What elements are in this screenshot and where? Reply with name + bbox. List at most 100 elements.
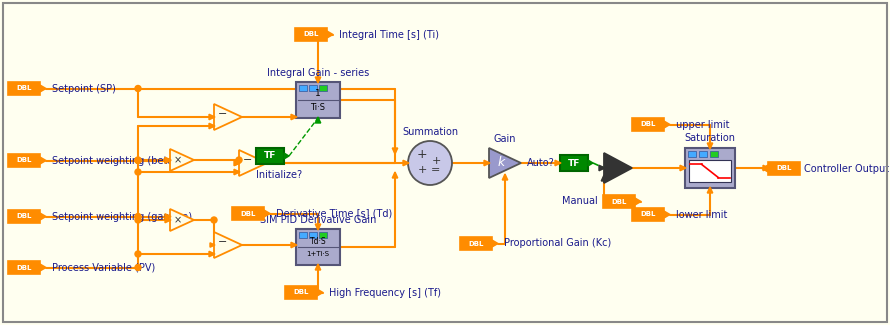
FancyBboxPatch shape: [295, 28, 327, 41]
Polygon shape: [165, 214, 171, 219]
Text: DBL: DBL: [640, 122, 656, 127]
Text: Ti·S: Ti·S: [311, 102, 326, 111]
FancyBboxPatch shape: [8, 210, 40, 223]
Polygon shape: [602, 175, 607, 181]
Polygon shape: [327, 31, 333, 38]
Polygon shape: [555, 160, 561, 166]
FancyBboxPatch shape: [232, 207, 264, 220]
FancyBboxPatch shape: [299, 232, 307, 238]
Polygon shape: [40, 213, 46, 220]
Text: −: −: [218, 237, 228, 247]
FancyBboxPatch shape: [309, 232, 317, 238]
Circle shape: [135, 251, 141, 257]
FancyBboxPatch shape: [299, 85, 307, 91]
Text: Td·S: Td·S: [310, 237, 327, 245]
FancyBboxPatch shape: [560, 155, 588, 171]
Circle shape: [135, 157, 141, 163]
Text: +: +: [432, 156, 441, 166]
Text: DBL: DBL: [240, 211, 255, 216]
Polygon shape: [214, 232, 242, 258]
Text: DBL: DBL: [303, 32, 319, 37]
Polygon shape: [209, 123, 215, 129]
FancyBboxPatch shape: [8, 154, 40, 167]
Text: ×: ×: [174, 215, 182, 225]
Polygon shape: [239, 150, 267, 176]
Circle shape: [135, 169, 141, 175]
Polygon shape: [214, 104, 242, 130]
FancyBboxPatch shape: [8, 82, 40, 95]
Polygon shape: [234, 160, 240, 166]
FancyBboxPatch shape: [319, 232, 327, 238]
Text: =: =: [432, 165, 441, 175]
Polygon shape: [165, 217, 171, 223]
FancyBboxPatch shape: [285, 286, 317, 299]
Circle shape: [236, 157, 242, 163]
Text: Proportional Gain (Kc): Proportional Gain (Kc): [504, 239, 611, 249]
Polygon shape: [317, 289, 323, 296]
Polygon shape: [588, 160, 593, 166]
Polygon shape: [291, 114, 297, 120]
Text: DBL: DBL: [468, 240, 483, 246]
FancyBboxPatch shape: [768, 162, 800, 175]
Circle shape: [211, 217, 217, 223]
Polygon shape: [762, 165, 768, 172]
FancyBboxPatch shape: [256, 148, 284, 164]
Text: DBL: DBL: [611, 199, 627, 204]
Polygon shape: [392, 172, 398, 178]
FancyBboxPatch shape: [688, 151, 696, 157]
FancyBboxPatch shape: [699, 151, 707, 157]
Text: Summation: Summation: [402, 127, 458, 137]
FancyBboxPatch shape: [710, 151, 718, 157]
FancyBboxPatch shape: [603, 195, 635, 208]
Text: Setpoint (SP): Setpoint (SP): [52, 84, 116, 94]
Polygon shape: [489, 148, 521, 178]
FancyBboxPatch shape: [632, 118, 664, 131]
Text: Integral Gain - series: Integral Gain - series: [267, 68, 369, 78]
Text: DBL: DBL: [294, 290, 309, 295]
Text: +: +: [417, 165, 426, 175]
Polygon shape: [234, 169, 240, 175]
Text: Integral Time [s] (Ti): Integral Time [s] (Ti): [339, 30, 439, 40]
Polygon shape: [264, 210, 270, 217]
Polygon shape: [165, 157, 171, 163]
Text: k: k: [498, 157, 505, 170]
FancyBboxPatch shape: [296, 229, 340, 265]
Polygon shape: [170, 149, 194, 171]
Polygon shape: [635, 198, 641, 205]
Polygon shape: [708, 187, 713, 193]
Text: Derivative Time [s] (Td): Derivative Time [s] (Td): [276, 209, 392, 218]
Text: −: −: [218, 109, 228, 119]
Polygon shape: [291, 242, 297, 248]
Text: Setpoint weighting (beta): Setpoint weighting (beta): [52, 155, 177, 165]
Polygon shape: [170, 209, 194, 231]
FancyBboxPatch shape: [309, 85, 317, 91]
Text: lower limit: lower limit: [676, 210, 727, 219]
Circle shape: [135, 217, 141, 223]
Circle shape: [135, 214, 141, 219]
FancyBboxPatch shape: [296, 82, 340, 118]
Polygon shape: [392, 148, 398, 154]
FancyBboxPatch shape: [8, 261, 40, 274]
Text: SIM PID Derivative Gain: SIM PID Derivative Gain: [260, 215, 376, 225]
Polygon shape: [664, 121, 670, 128]
FancyBboxPatch shape: [685, 148, 735, 188]
Circle shape: [135, 158, 141, 163]
Polygon shape: [210, 243, 215, 247]
Polygon shape: [680, 165, 686, 171]
Polygon shape: [315, 224, 320, 230]
Polygon shape: [315, 77, 320, 83]
Text: upper limit: upper limit: [676, 120, 730, 129]
Text: Gain: Gain: [494, 134, 516, 144]
Polygon shape: [165, 158, 171, 163]
Polygon shape: [763, 165, 769, 171]
Polygon shape: [40, 157, 46, 164]
Polygon shape: [235, 161, 240, 165]
FancyBboxPatch shape: [319, 85, 327, 91]
Text: Saturation: Saturation: [684, 133, 735, 143]
Text: Initialize?: Initialize?: [256, 170, 302, 180]
Polygon shape: [284, 153, 289, 159]
Text: TF: TF: [263, 151, 276, 161]
Text: +: +: [417, 149, 427, 162]
Polygon shape: [502, 174, 508, 180]
Text: DBL: DBL: [16, 85, 32, 92]
